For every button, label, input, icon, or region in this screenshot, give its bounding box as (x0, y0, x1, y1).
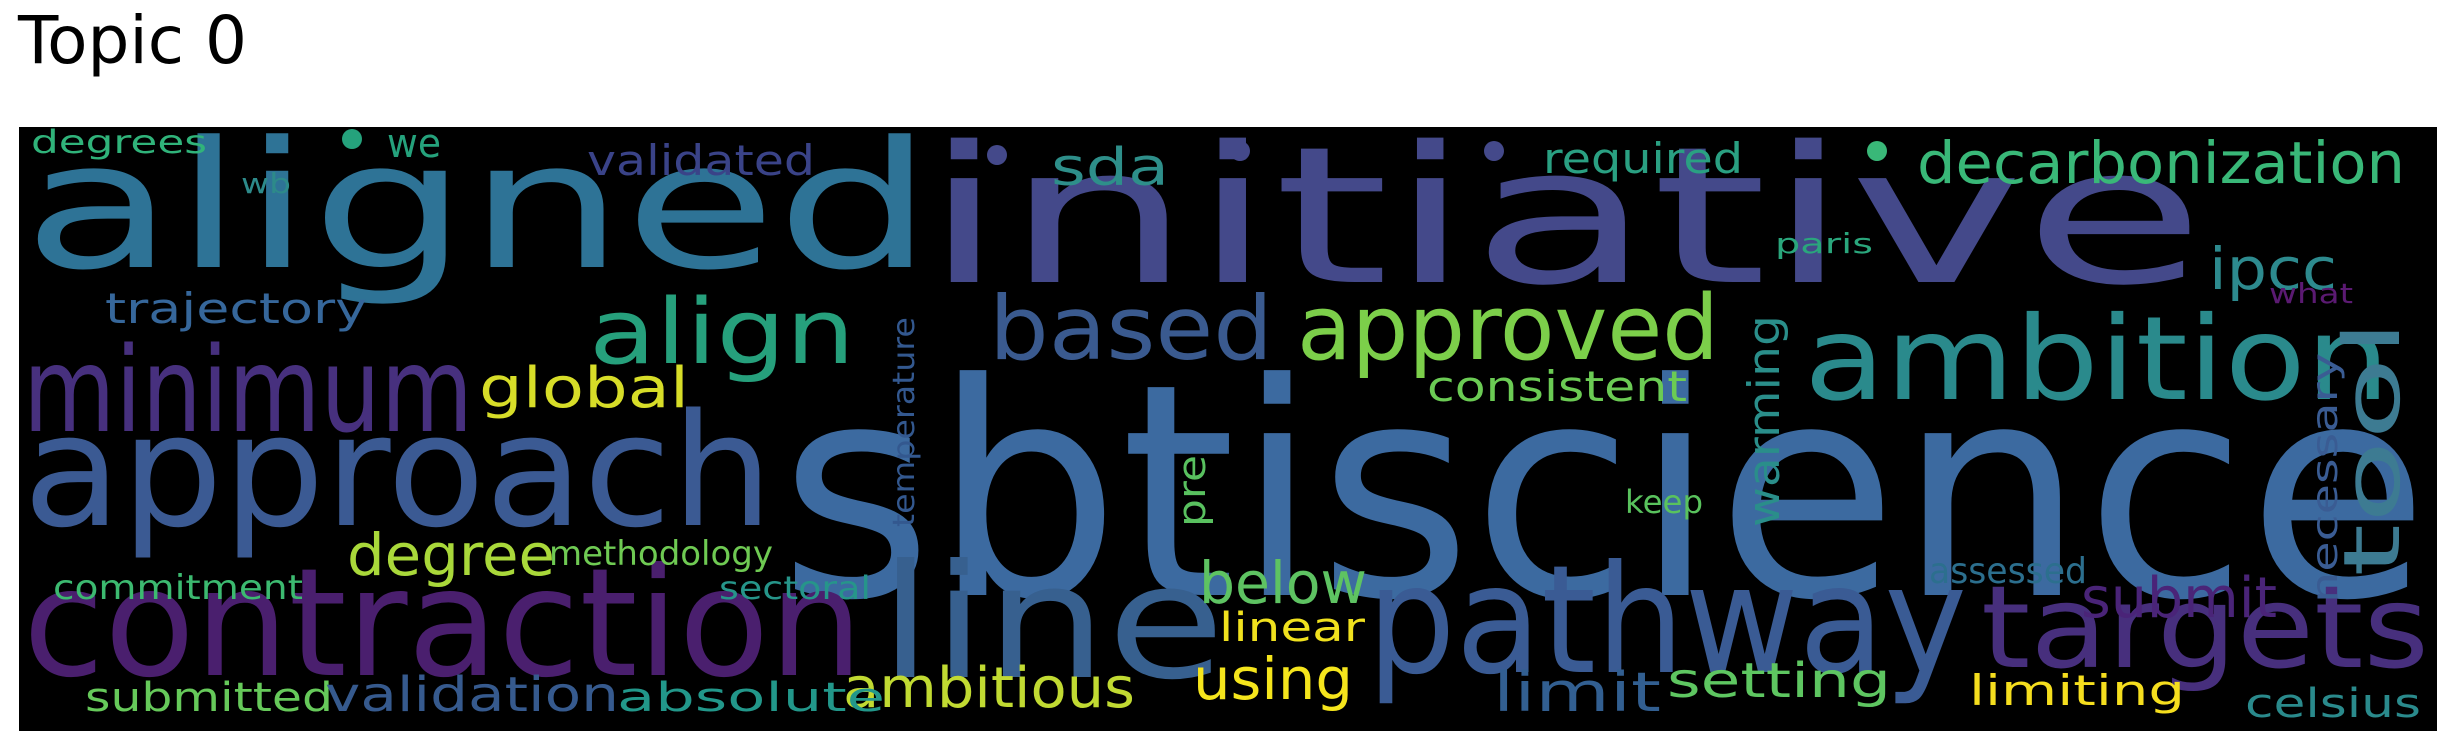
cloud-dot (1484, 141, 1504, 161)
cloud-word: what (2269, 277, 2353, 310)
cloud-word: pre (1170, 455, 1214, 527)
cloud-word: sda (1051, 138, 1169, 198)
cloud-word: align (589, 280, 855, 385)
cloud-word: sbtiscience (779, 320, 2429, 665)
cloud-word: setting (1667, 653, 1891, 709)
cloud-word: below (1199, 549, 1367, 617)
cloud-word: global (479, 356, 689, 421)
cloud-word: consistent (1427, 362, 1687, 411)
cloud-word: assessed (1929, 551, 2087, 592)
cloud-word: line (879, 531, 1225, 715)
cloud-word: aligned (23, 127, 933, 309)
cloud-word: initiative (923, 127, 2205, 327)
topic-title: Topic 0 (18, 2, 247, 79)
cloud-word: submit (2081, 566, 2277, 631)
cloud-word: pathway (1367, 534, 1967, 708)
cloud-word: required (1543, 134, 1743, 183)
cloud-word: sectoral (719, 569, 871, 607)
cloud-word: limit (1493, 661, 1661, 724)
cloud-word: keep (1625, 483, 1703, 521)
cloud-word: trajectory (105, 284, 367, 333)
cloud-word: submitted (85, 675, 333, 721)
cloud-word: methodology (549, 534, 773, 574)
cloud-word: necessary (2305, 353, 2346, 603)
cloud-word: paris (1775, 227, 1873, 260)
cloud-word: limiting (1969, 666, 2185, 715)
cloud-word: approved (1297, 276, 1719, 381)
cloud-word: validation (325, 667, 619, 723)
cloud-word: tool (2328, 319, 2418, 577)
cloud-word: decarbonization (1917, 129, 2405, 197)
cloud-word: ambition (1804, 292, 2390, 427)
cloud-word: using (1193, 645, 1353, 713)
cloud-word: validated (587, 136, 815, 185)
cloud-word: celsius (2245, 681, 2421, 727)
cloud-word: approach (23, 380, 773, 562)
cloud-word: linear (1219, 605, 1366, 651)
cloud-word: temperature (887, 317, 922, 527)
cloud-word: warming (1739, 315, 1790, 527)
cloud-word: targets (1981, 561, 2429, 694)
cloud-word: wb (241, 167, 291, 200)
cloud-word: ipcc (2209, 235, 2337, 303)
word-cloud: sbtiscience initiative aligned approach cont… (19, 127, 2437, 731)
cloud-dot (987, 145, 1007, 165)
cloud-word: minimum (23, 321, 473, 459)
cloud-word: we (387, 127, 441, 167)
cloud-dot (342, 129, 362, 149)
cloud-word: contraction (23, 537, 863, 711)
cloud-word: degree (347, 521, 555, 589)
cloud-word: commitment (53, 568, 303, 608)
cloud-word: degrees (31, 127, 207, 161)
cloud-dot (1230, 141, 1250, 161)
cloud-word: ambitious (843, 656, 1135, 721)
cloud-word: based (989, 277, 1273, 380)
cloud-dot (1867, 141, 1887, 161)
cloud-word: absolute (617, 675, 885, 721)
